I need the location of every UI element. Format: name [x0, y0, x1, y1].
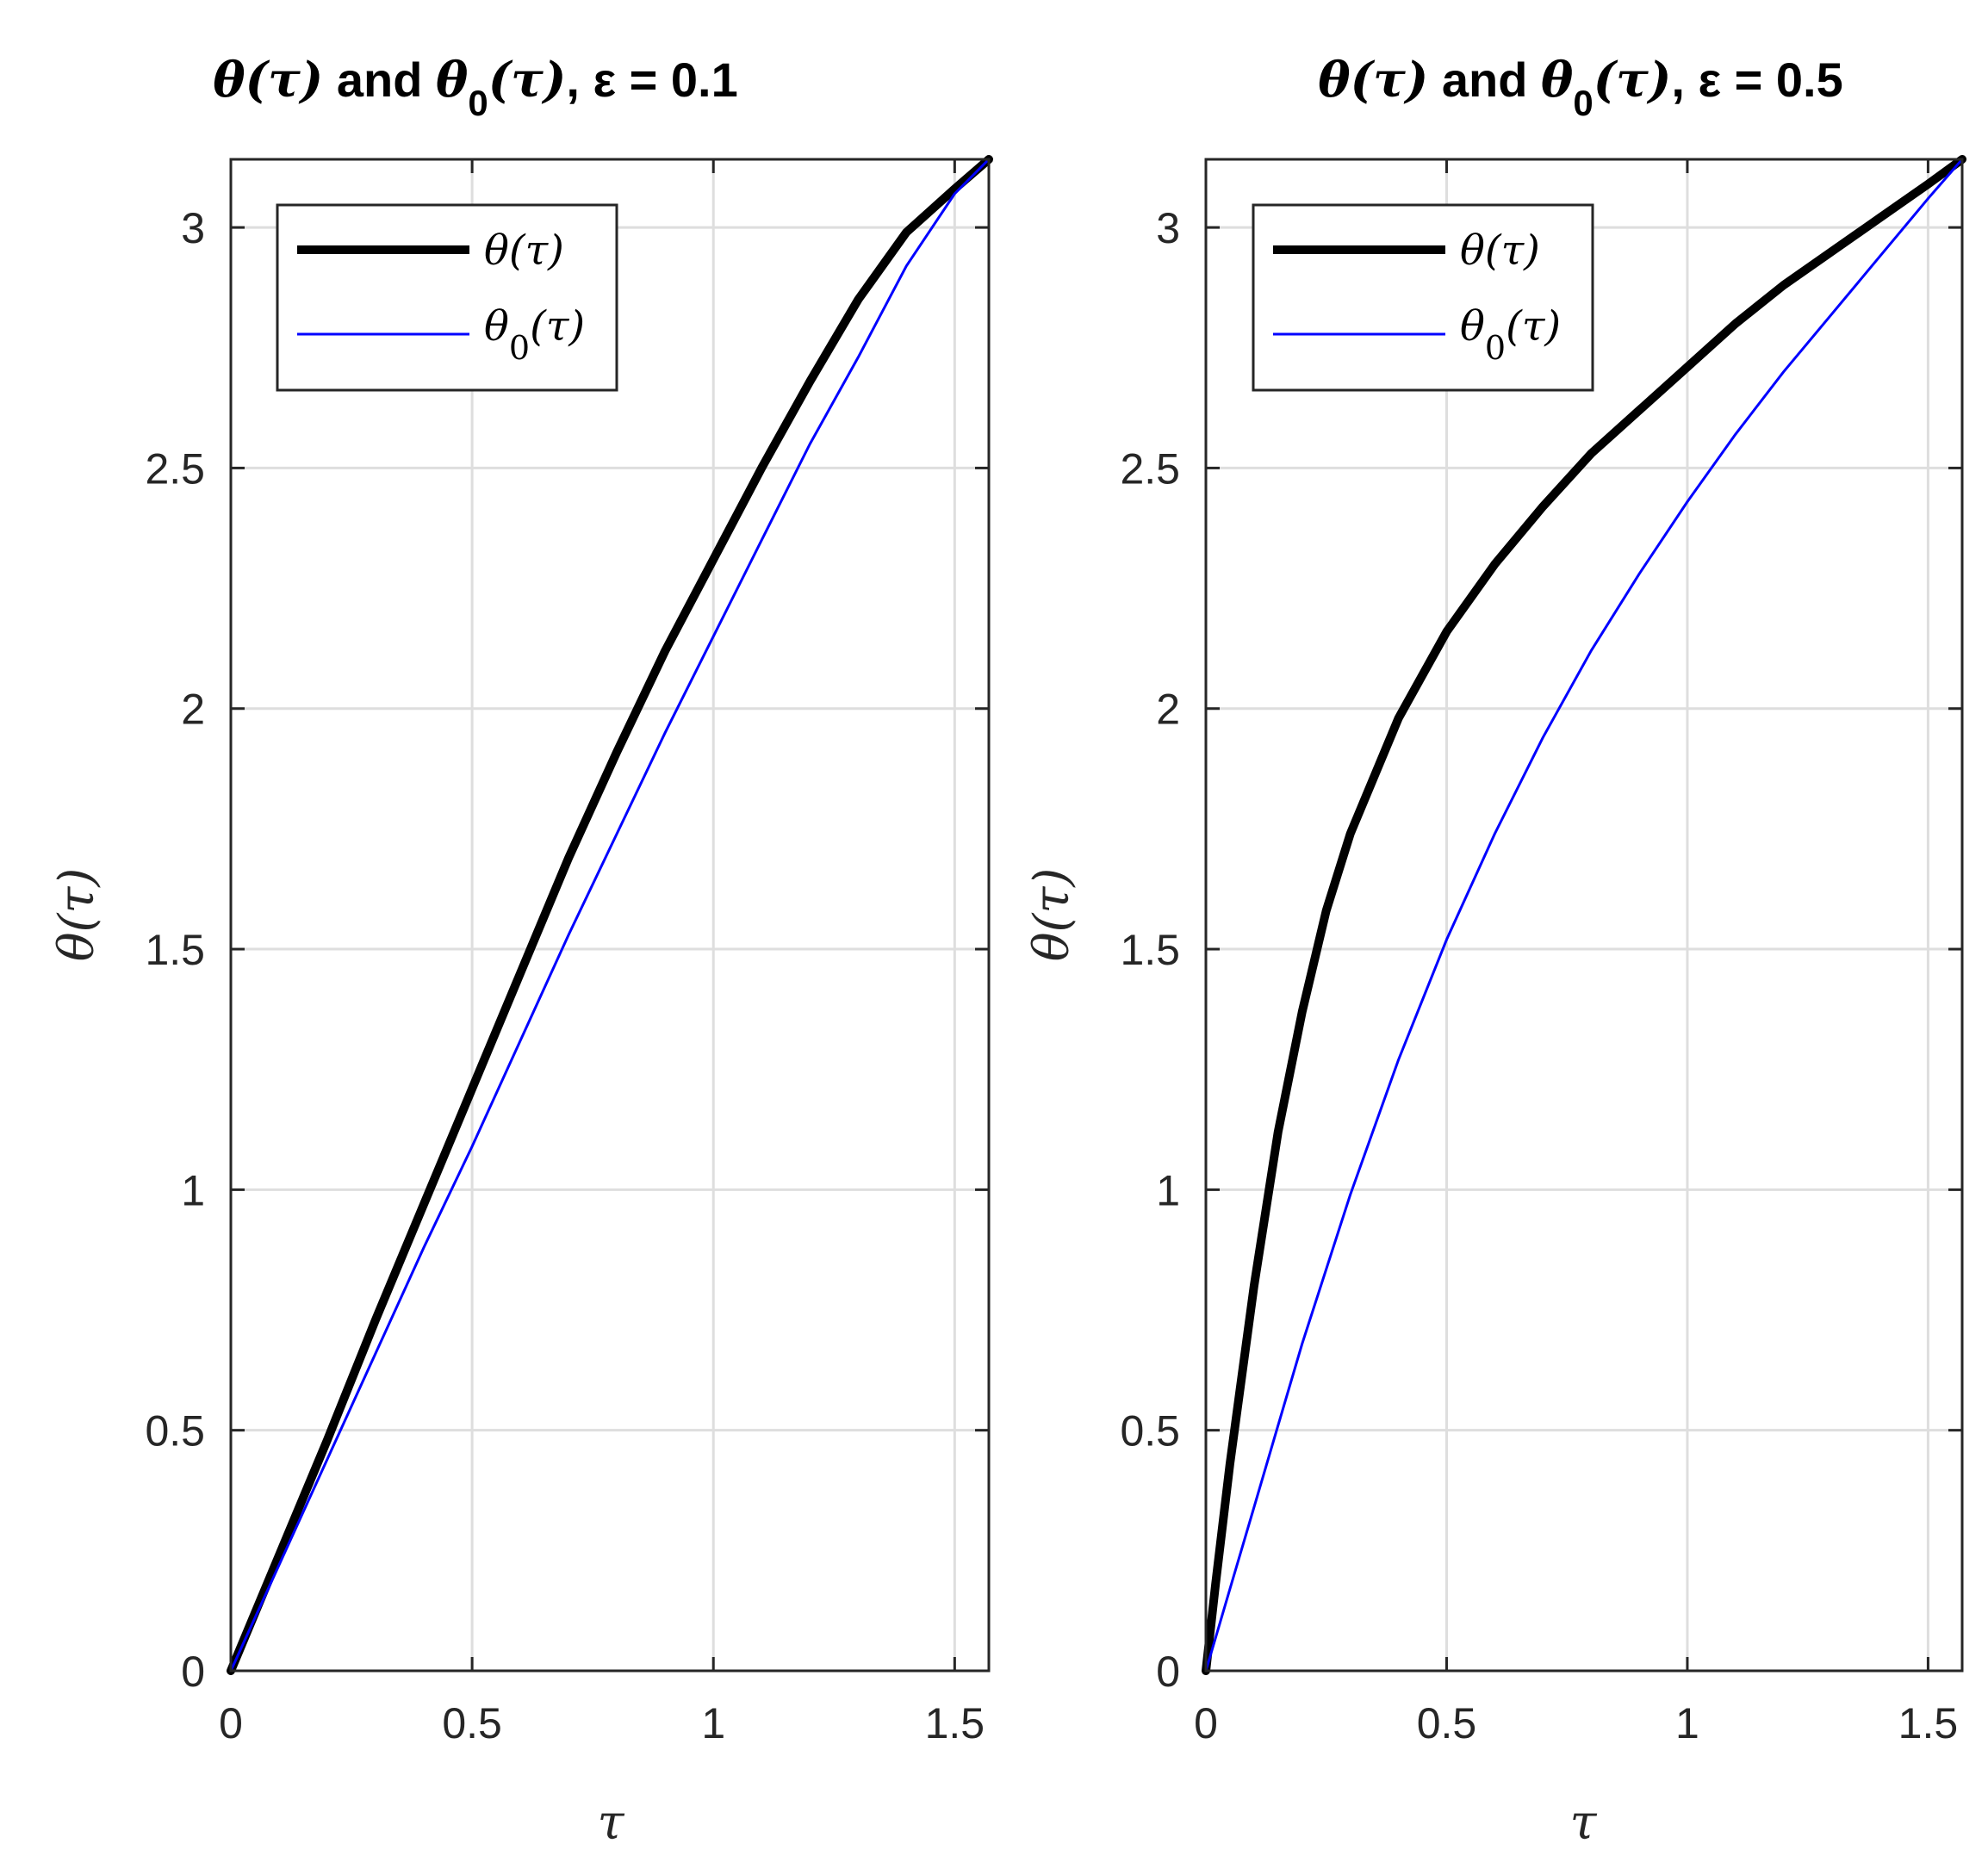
left-y-tick-label-5: 2.5 [145, 444, 205, 493]
right-chart-series [1202, 155, 1966, 1675]
right-x-tick-label-2: 1 [1675, 1699, 1699, 1747]
right-legend-label-theta0: θ0(τ) [1460, 302, 1561, 367]
left-y-tick-label-1: 0.5 [145, 1407, 205, 1455]
right-y-tick-label-3: 1.5 [1120, 926, 1180, 974]
left-x-tick-label-2: 1 [701, 1699, 725, 1747]
right-chart-x-tick-labels: 0 0.5 1 1.5 [1194, 1699, 1958, 1747]
left-series-line-theta0 [229, 158, 991, 1673]
right-legend-label-theta: θ(τ) [1460, 227, 1540, 275]
right-chart-tick-marks [1204, 159, 1962, 1673]
left-x-tick-label-1: 0.5 [442, 1699, 502, 1747]
right-x-tick-label-1: 0.5 [1417, 1699, 1477, 1747]
right-chart-axes-frame [1204, 158, 1964, 1673]
left-y-tick-label-4: 2 [181, 686, 205, 734]
left-chart-axes-frame [229, 158, 991, 1673]
right-chart-y-tick-labels: 0 0.5 1 1.5 2 2.5 3 [1120, 204, 1180, 1696]
right-y-tick-label-0: 0 [1156, 1648, 1180, 1696]
right-chart-y-axis-label: θ(τ) [1024, 868, 1080, 961]
left-chart-tick-marks [229, 159, 989, 1673]
left-legend-box [276, 203, 618, 392]
left-series-line-theta [227, 155, 993, 1675]
right-x-tick-label-0: 0 [1194, 1699, 1218, 1747]
left-legend-label-theta0: θ0(τ) [484, 302, 585, 367]
left-legend-label-theta: θ(τ) [484, 227, 564, 275]
left-y-tick-label-0: 0 [181, 1648, 205, 1696]
right-y-tick-label-6: 3 [1156, 204, 1180, 252]
left-chart-legend: θ(τ) θ0(τ) [276, 203, 618, 392]
right-y-tick-label-1: 0.5 [1120, 1407, 1180, 1455]
right-chart-panel: θ(τ) and θ0(τ), ε = 0.5 0 0.5 1 1.5 0 0.5 1 1.… [1024, 52, 1966, 1851]
right-y-tick-label-5: 2.5 [1120, 444, 1180, 493]
left-chart-series [227, 155, 993, 1675]
left-chart-x-tick-labels: 0 0.5 1 1.5 [219, 1699, 985, 1747]
right-chart-x-axis-label: τ [1570, 1795, 1598, 1851]
left-chart-y-tick-labels: 0 0.5 1 1.5 2 2.5 3 [145, 204, 205, 1696]
right-series-line-theta0 [1204, 158, 1964, 1673]
right-chart-legend: θ(τ) θ0(τ) [1252, 203, 1594, 392]
left-y-tick-label-6: 3 [181, 204, 205, 252]
right-y-tick-label-4: 2 [1156, 686, 1180, 734]
right-legend-box [1252, 203, 1594, 392]
left-y-tick-label-2: 1 [181, 1166, 205, 1214]
left-chart-x-axis-label: τ [598, 1795, 625, 1851]
left-x-tick-label-3: 1.5 [925, 1699, 985, 1747]
left-x-tick-label-0: 0 [219, 1699, 243, 1747]
right-chart-title: θ(τ) and θ0(τ), ε = 0.5 [1318, 52, 1842, 123]
left-y-tick-label-3: 1.5 [145, 926, 205, 974]
right-series-line-theta [1202, 155, 1966, 1675]
left-chart-panel: θ(τ) and θ0(τ), ε = 0.1 0 0.5 1 1.5 0 0.5 1 1.… [49, 52, 993, 1851]
right-y-tick-label-2: 1 [1156, 1166, 1180, 1214]
right-x-tick-label-3: 1.5 [1898, 1699, 1959, 1747]
left-chart-title: θ(τ) and θ0(τ), ε = 0.1 [213, 52, 737, 123]
right-chart-gridlines [1206, 159, 1962, 1671]
left-chart-y-axis-label: θ(τ) [49, 868, 105, 961]
